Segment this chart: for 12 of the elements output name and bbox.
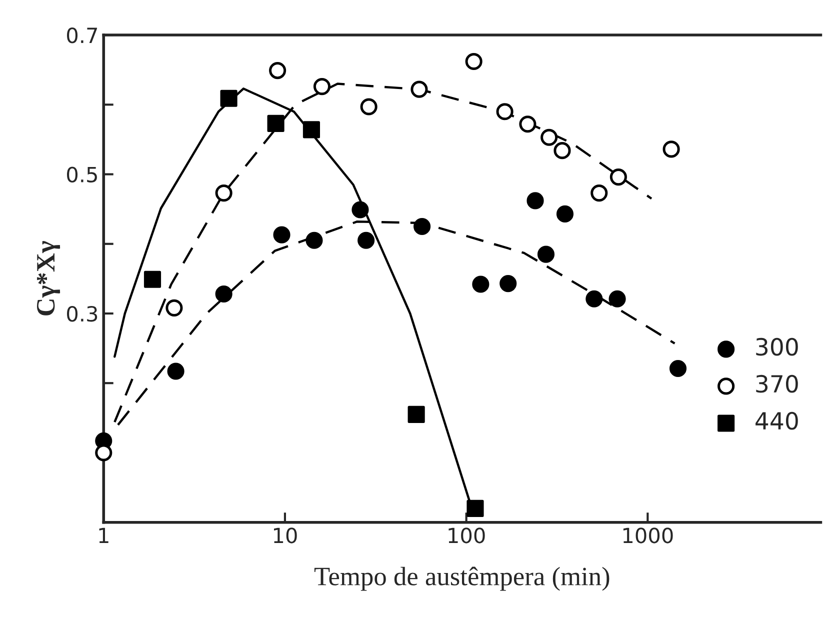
- y-axis-title: Cγ*Xγ: [36, 241, 60, 316]
- x-tick-label: 100: [448, 528, 485, 544]
- y-tick-label: 0.7: [67, 27, 97, 44]
- y-tick-label: 0.5: [67, 166, 97, 182]
- legend-label: 370: [756, 374, 798, 393]
- x-tick-label: 1000: [623, 528, 673, 544]
- y-tick-label: 0.3: [67, 306, 98, 322]
- x-tick-label: 10: [274, 528, 297, 544]
- x-tick-label: 1: [99, 528, 108, 544]
- x-axis-title: Tempo de austêmpera (min): [314, 566, 610, 591]
- legend-label: 300: [756, 338, 798, 356]
- legend-label: 440: [756, 412, 798, 430]
